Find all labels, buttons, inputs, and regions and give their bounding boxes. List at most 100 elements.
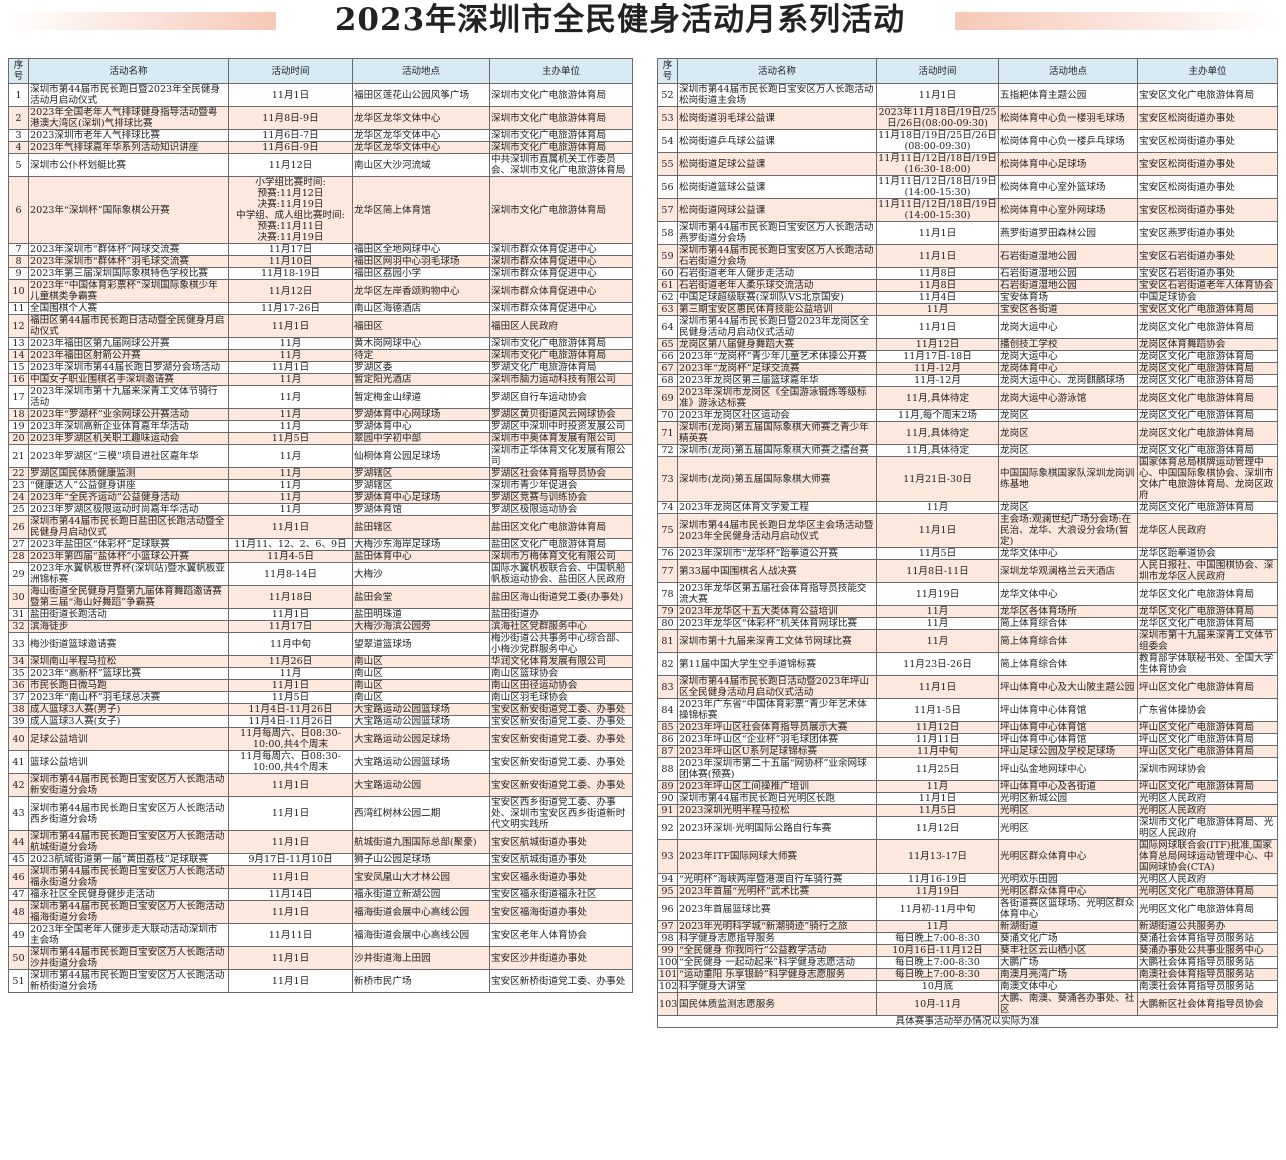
cell-name: 石岩街道老年人健步走活动 — [677, 267, 877, 280]
cell-place: 福田区莲花山公园风筝广场 — [352, 83, 490, 107]
cell-name: 深圳市第44届市民长跑日宝安区万人长跑活动西乡街道分会场 — [28, 796, 229, 831]
cell-seq: 71 — [657, 421, 678, 445]
table-row: 56 松岗街道篮球公益课 11月11日/12日/18日/19日(14:00-15:3… — [657, 175, 1278, 199]
cell-time: 11月 — [228, 420, 353, 433]
table-row: 57 松岗街道网球公益课 11月11日/12日/18日/19日(14:00-15:3… — [657, 198, 1278, 222]
cell-seq: 4 — [8, 141, 29, 154]
cell-seq: 26 — [8, 515, 29, 539]
cell-place: 龙华文体中心 — [998, 547, 1138, 560]
cell-seq: 47 — [8, 888, 29, 901]
cell-name: 松岗街道篮球公益课 — [677, 175, 877, 199]
cell-organizer: 宝安区新安街道党工委、办事处 — [489, 703, 633, 716]
cell-time: 11月4-5日 — [228, 550, 353, 563]
cell-seq: 15 — [8, 361, 29, 374]
cell-organizer: 葵涌办事处公共事业服务中心 — [1137, 944, 1278, 957]
cell-time: 每日晚上7:00-8:30 — [876, 956, 999, 969]
cell-seq: 99 — [657, 944, 678, 957]
cell-organizer: 大鹏社会体育指导员服务站 — [1137, 956, 1278, 969]
cell-place: 简上体育综合体 — [998, 652, 1138, 676]
cell-organizer: 龙华区文化广电旅游体育局 — [1137, 582, 1278, 606]
table-row: 83 深圳市第44届市民长跑日活动暨2023年坪山区全民健身活动月启动仪式活动 11… — [657, 675, 1278, 699]
cell-name: 2023年龙华区第五届社会体育指导员技能交流大赛 — [677, 582, 877, 606]
table-row: 21 2023年罗湖区“三模”项目进社区嘉年华 11月 仙桐体育公园足球场 深圳市正华体… — [8, 444, 633, 468]
cell-seq: 11 — [8, 302, 29, 315]
cell-organizer: 深圳市中奥体育发展有限公司 — [489, 432, 633, 445]
cell-name: 罗湖区国民体质健康监测 — [28, 467, 229, 480]
cell-name: “健康达人”公益健身讲座 — [28, 479, 229, 492]
cell-organizer: 南山区羽毛球协会 — [489, 691, 633, 704]
cell-place: 宝安体育场 — [998, 291, 1138, 304]
cell-organizer: 国际网球联合会(ITF)批准,国家体育总局网球运动管理中心、中国网球协会(CTA… — [1137, 839, 1278, 874]
cell-organizer: 宝安区沙井街道办事处 — [489, 946, 633, 970]
cell-time: 每日晚上7:00-8:30 — [876, 932, 999, 945]
cell-name: 深圳市第44届市民长跑日宝安区万人长跑活动福海街道分会场 — [28, 900, 229, 924]
table-row: 17 2023年深圳市第十九届来深青工文体节骑行活动 11月 暂定梅金山绿道 罗湖区自行… — [8, 385, 633, 409]
cell-name: 2023年龙岗区第三届篮球嘉年华 — [677, 374, 877, 387]
cell-seq: 33 — [8, 632, 29, 656]
cell-organizer: 罗湖文化广电旅游体育局 — [489, 361, 633, 374]
cell-place: 新湖街道 — [998, 920, 1138, 933]
cell-time: 11月 — [228, 373, 353, 386]
table-row: 71 深圳市(龙岗)第五届国际象棋大师赛之青少年精英赛 11月,具体待定 龙岗区 龙岗区… — [657, 421, 1278, 445]
activities-table-right: 序号 活动名称 活动时间 活动地点 主办单位 52 深圳市第44届市民长跑日宝安区万人长跑… — [657, 58, 1278, 1028]
table-row: 87 2023年坪山区U系列足球锦标赛 11月中旬 坪山足球公园及学校足球场 坪山区文化… — [657, 745, 1278, 758]
table-row: 5 深圳市公仆杯划艇比赛 11月12日 南山区大沙河流域 中共深圳市直属机关工作委员会、… — [8, 153, 633, 177]
cell-place: 播创技工学校 — [998, 338, 1138, 351]
cell-seq: 45 — [8, 853, 29, 866]
cell-name: 深圳市(龙岗)第五届国际象棋大师赛 — [677, 456, 877, 502]
table-row: 6 2023年“深圳杯”国际象棋公开赛 小学组比赛时间: 预赛:11月12日 决赛:… — [8, 176, 633, 244]
cell-time: 11月14日 — [228, 888, 353, 901]
cell-seq: 16 — [8, 373, 29, 386]
table-row: 34 深圳南山半程马拉松 11月26日 南山区 华润文化体育发展有限公司 — [8, 655, 633, 668]
cell-time: 11月12日 — [228, 153, 353, 177]
cell-name: 深圳市第44届市民长跑日暨2023年全民健身活动月启动仪式 — [28, 83, 229, 107]
cell-seq: 60 — [657, 267, 678, 280]
cell-name: 2023年深圳市龙岗区《全国游泳锻炼等级标准》游泳达标赛 — [677, 386, 877, 410]
cell-name: 2023年水翼帆板世界杯(深圳站)暨水翼帆板亚洲锦标赛 — [28, 562, 229, 586]
table-row: 102 科学健身大讲堂 10月底 南澳文体中心 南澳社会体育指导员服务站 — [657, 980, 1278, 993]
cell-place: 龙华区龙华文体中心 — [352, 129, 490, 142]
cell-seq: 78 — [657, 582, 678, 606]
table-row: 88 2023年深圳市第二十五届“网协杯”业余网球团体赛(预赛) 11月25日 坪山弘… — [657, 757, 1278, 781]
cell-time: 11月 — [228, 385, 353, 409]
table-row: 12 福田区第44届市民长跑日活动暨全民健身月启动仪式 11月1日 福田区 福田区人民政… — [8, 314, 633, 338]
cell-name: 篮球公益培训 — [28, 750, 229, 774]
cell-place: 光明区群众体育中心 — [998, 839, 1138, 874]
cell-seq: 98 — [657, 932, 678, 945]
cell-name: 深圳市第十九届来深青工文体节网球比赛 — [677, 629, 877, 653]
cell-place: 龙岗大运中心 — [998, 315, 1138, 339]
cell-seq: 52 — [657, 83, 678, 107]
cell-seq: 91 — [657, 804, 678, 817]
cell-time: 11月11、12、2、6、9日 — [228, 538, 353, 551]
cell-place: 龙岗区 — [998, 421, 1138, 445]
cell-seq: 46 — [8, 865, 29, 889]
cell-organizer: 盐田区文化广电旅游体育局 — [489, 515, 633, 539]
table-row: 86 2023年坪山区“企业杯”羽毛球团体赛 11月11日 坪山体育中心体育馆 坪山区文… — [657, 733, 1278, 746]
cell-time: 11月11日 — [228, 923, 353, 947]
cell-time: 11月12日 — [876, 338, 999, 351]
table-row: 35 2023年“高新杯”篮球比赛 11月 南山区 南山区篮球协会 — [8, 667, 633, 680]
table-row: 20 2023年罗湖区机关职工趣味运动会 11月5日 翠园中学初中部 深圳市中奥体育发展… — [8, 432, 633, 445]
cell-seq: 1 — [8, 83, 29, 107]
cell-name: 松岗街道乒乓球公益课 — [677, 129, 877, 153]
cell-organizer: 深圳市群众体育促进中心 — [489, 279, 633, 303]
cell-organizer: 宝安区石岩街道办事处 — [1137, 244, 1278, 268]
cell-organizer: 深圳市文化广电旅游体育局 — [489, 349, 633, 362]
cell-place: 坪山体育中心体育馆 — [998, 733, 1138, 746]
cell-name: 石岩街道老年人柔乐球交流活动 — [677, 279, 877, 292]
cell-name: 2023年深圳市第二十五届“网协杯”业余网球团体赛(预赛) — [677, 757, 877, 781]
cell-time: 11月1日 — [228, 83, 353, 107]
cell-place: 盐田会堂 — [352, 585, 490, 609]
table-row: 59 深圳市第44届市民长跑日宝安区万人长跑活动石岩街道分会场 11月1日 石岩街道湿… — [657, 244, 1278, 268]
table-row: 48 深圳市第44届市民长跑日宝安区万人长跑活动福海街道分会场 11月1日 福海街道会… — [8, 900, 633, 924]
cell-seq: 101 — [657, 968, 678, 981]
cell-place: 简上体育综合体 — [998, 629, 1138, 653]
cell-organizer: 宝安区石岩街道办事处 — [1137, 267, 1278, 280]
table-row: 43 深圳市第44届市民长跑日宝安区万人长跑活动西乡街道分会场 11月1日 西湾红树林… — [8, 796, 633, 831]
cell-organizer: 深圳市群众体育促进中心 — [489, 267, 633, 280]
cell-time: 11月每周六、日08:30-10:00,共4个周末 — [228, 750, 353, 774]
cell-organizer: 盐田区文化广电旅游体育局 — [489, 538, 633, 551]
cell-place: 主会场:观澜世纪广场分会场:在民治、龙华、大浪设分会场(暂定) — [998, 513, 1138, 548]
cell-organizer: 坪山区文化广电旅游体育局 — [1137, 733, 1278, 746]
cell-time: 11月1日 — [876, 221, 999, 245]
